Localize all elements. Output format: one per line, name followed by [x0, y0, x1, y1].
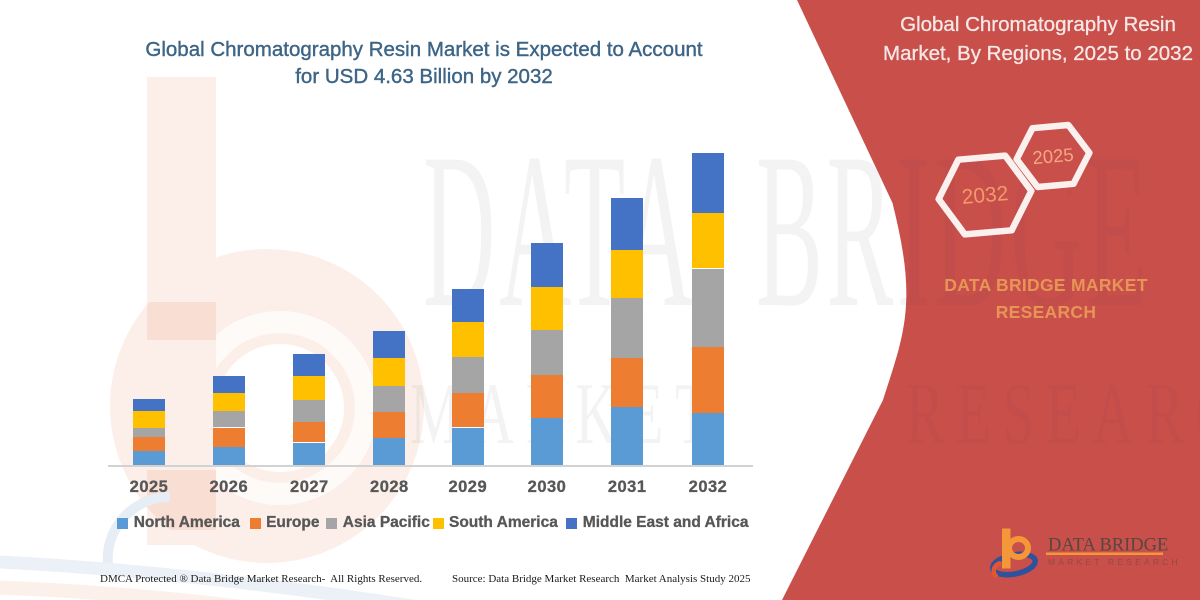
svg-text:DATA BRIDGE: DATA BRIDGE — [1048, 536, 1168, 556]
svg-text:2025: 2025 — [1032, 144, 1075, 169]
svg-text:2032: 2032 — [961, 182, 1010, 209]
svg-text:MARKET RESEARCH: MARKET RESEARCH — [1048, 557, 1181, 567]
